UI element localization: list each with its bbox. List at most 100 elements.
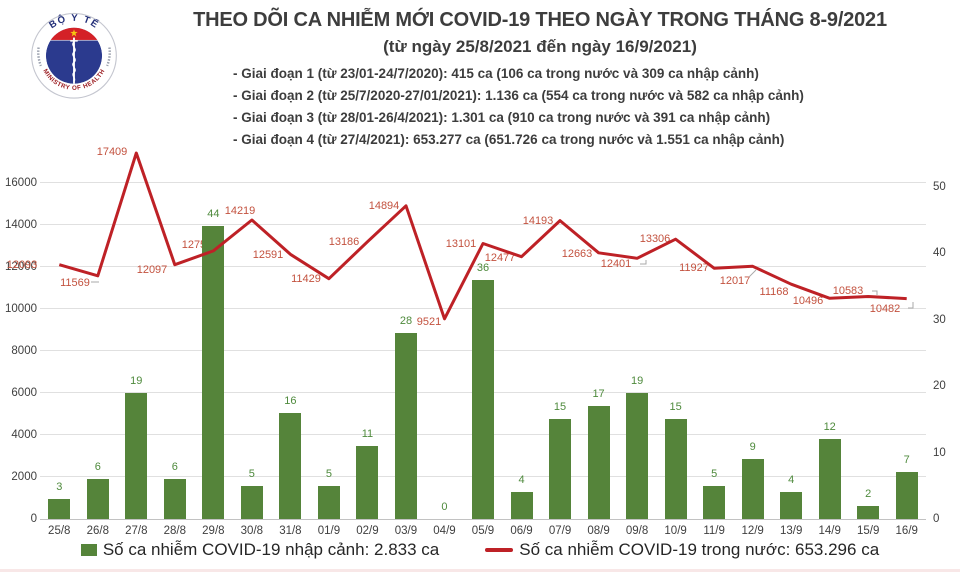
line-data-label: 12401: [600, 258, 632, 270]
bar-data-label: 44: [207, 208, 220, 221]
bar-data-label: 5: [325, 467, 332, 480]
bar: [703, 485, 726, 519]
x-axis-label: 06/9: [510, 525, 533, 537]
bar: [317, 485, 340, 519]
logo-laurel-right: [105, 47, 111, 67]
line-data-label: 10583: [832, 285, 864, 297]
left-axis-tick-label: 0: [30, 513, 37, 525]
bar-data-label: 16: [284, 394, 297, 407]
line-data-label: 14219: [224, 205, 256, 217]
right-axis-tick-label: 10: [933, 446, 946, 459]
x-axis-label: 15/9: [857, 525, 880, 537]
bar-data-label: 6: [94, 461, 101, 474]
bar-data-label: 28: [399, 314, 413, 327]
bar: [279, 412, 302, 519]
x-axis-label: 10/9: [664, 525, 687, 537]
gridline: [40, 224, 926, 226]
logo-emblem: [45, 27, 103, 84]
bar-data-label: 17: [592, 387, 605, 400]
right-axis-tick-label: 40: [933, 247, 946, 260]
right-axis-tick-label: 50: [933, 180, 946, 193]
bar-data-label: 6: [171, 461, 178, 474]
logo-star-icon: [70, 29, 78, 37]
x-axis-label: 05/9: [471, 525, 495, 537]
x-axis-label: 12/9: [741, 525, 764, 537]
bar-data-label: 0: [441, 501, 448, 513]
x-axis-label: 11/9: [703, 525, 725, 537]
x-axis-label: 27/8: [125, 525, 148, 537]
bar-data-label: 4: [788, 474, 795, 487]
legend-item-domestic: Số ca nhiễm COVID-19 trong nước: 653.296…: [485, 540, 879, 560]
line-data-label: 13186: [328, 236, 360, 248]
bar: [394, 332, 417, 519]
chart-title: THEO DÕI CA NHIỄM MỚI COVID-19 THEO NGÀY…: [193, 9, 887, 31]
x-axis-label: 28/8: [163, 525, 187, 537]
line-data-label: 14193: [522, 215, 554, 227]
bar: [86, 479, 109, 519]
bar-data-label: 15: [669, 401, 682, 414]
bar: [741, 459, 764, 519]
gridline: [40, 182, 926, 184]
line-data-label: 12591: [252, 249, 284, 261]
x-axis-label: 08/9: [587, 525, 610, 537]
bar: [587, 405, 610, 519]
bottom-border-strip: [0, 569, 960, 572]
line-data-label: 11927: [679, 262, 709, 274]
label-leader-line: [872, 290, 878, 295]
bar-data-label: 19: [630, 374, 644, 387]
right-axis-tick-label: 0: [933, 513, 940, 525]
phase-2-summary: - Giai đoạn 2 (từ 25/7/2020-27/01/2021):…: [233, 88, 804, 103]
chart-legend: Số ca nhiễm COVID-19 nhập cảnh: 2.833 ca…: [0, 540, 960, 560]
logo-snake: [72, 41, 76, 82]
legend-item-imported: Số ca nhiễm COVID-19 nhập cảnh: 2.833 ca: [80, 540, 440, 560]
x-axis-label: 29/8: [202, 525, 225, 537]
x-axis-label: 02/9: [356, 525, 379, 537]
x-axis-label: 16/9: [895, 525, 918, 537]
x-axis-label: 07/9: [548, 525, 572, 537]
line-data-label: 12663: [561, 248, 593, 260]
x-axis-label: 31/8: [279, 525, 302, 537]
left-axis-tick-label: 14000: [5, 218, 37, 231]
left-axis-tick-label: 16000: [5, 176, 37, 189]
bar: [857, 505, 880, 519]
line-data-label: 12477: [484, 252, 516, 264]
line-data-label: 9521: [416, 316, 442, 328]
line-data-label: 12097: [136, 264, 168, 276]
line-data-label: 14894: [368, 200, 400, 212]
x-axis-label: 04/9: [433, 525, 456, 537]
line-data-label: 10496: [792, 295, 824, 307]
legend-domestic-label: Số ca nhiễm COVID-19 trong nước: 653.296…: [519, 540, 880, 559]
bar: [356, 445, 379, 519]
x-axis-label: 03/9: [394, 525, 418, 537]
bar: [895, 472, 918, 519]
bar: [549, 419, 572, 519]
right-axis-tick-label: 30: [933, 313, 946, 326]
phase-4-summary: - Giai đoạn 4 (từ 27/4/2021): 653.277 ca…: [233, 132, 785, 147]
label-leader-line: [640, 260, 647, 265]
x-axis-label: 30/8: [240, 525, 264, 537]
line-data-label: 17409: [96, 146, 128, 158]
bar-data-label: 4: [518, 474, 525, 487]
bar-data-label: 12: [823, 421, 836, 434]
bar: [163, 479, 186, 519]
logo-laurel-left: [37, 47, 43, 67]
phase-3-summary: - Giai đoạn 3 (từ 28/01-26/4/2021): 1.30…: [233, 110, 771, 125]
line-data-label: 11569: [60, 277, 90, 289]
x-axis-label: 25/8: [48, 525, 71, 537]
ministry-of-health-logo: BỘ Y TẾ MINISTRY OF HEALTH: [31, 13, 117, 99]
bar: [125, 392, 148, 519]
phase-summary-list: - Giai đoạn 1 (từ 23/01-24/7/2020): 415 …: [233, 63, 804, 151]
bar: [240, 485, 263, 519]
bar-data-label: 11: [361, 427, 374, 440]
bar-data-label: 5: [248, 467, 255, 480]
left-axis-tick-label: 2000: [11, 470, 37, 483]
bar: [818, 439, 841, 519]
bar: [202, 226, 225, 519]
x-axis-label: 13/9: [779, 525, 803, 537]
legend-imported-label: Số ca nhiễm COVID-19 nhập cảnh: 2.833 ca: [102, 540, 440, 559]
x-axis-label: 01/9: [317, 525, 341, 537]
left-axis-tick-label: 6000: [11, 386, 37, 399]
bar: [510, 492, 533, 519]
